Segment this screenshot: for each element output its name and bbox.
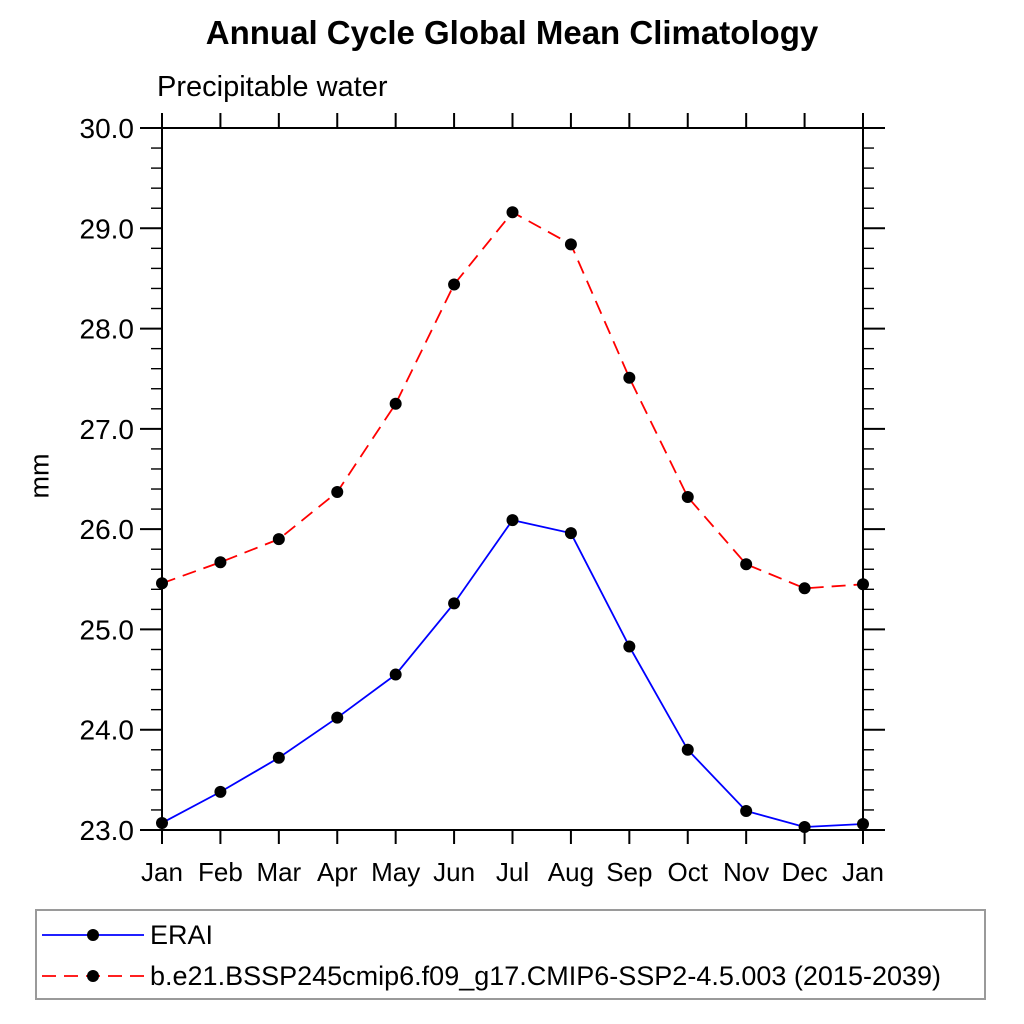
y-axis-tick-label: 24.0 [80, 715, 135, 746]
erai-data-point [564, 527, 577, 540]
chart-subtitle: Precipitable water [157, 71, 388, 103]
erai-data-point [389, 668, 402, 681]
model-data-point [857, 578, 869, 591]
x-axis-month-label: Jul [496, 857, 529, 887]
x-axis-month-label: Nov [723, 857, 769, 887]
x-axis-month-label: Sep [606, 857, 652, 887]
x-axis-month-label: Oct [668, 857, 709, 887]
legend-row-model: b.e21.BSSP245cmip6.f09_g17.CMIP6-SSP2-4.… [40, 961, 941, 991]
x-axis-month-label: Aug [548, 857, 594, 887]
model-data-point [740, 558, 753, 571]
model-data-point [331, 486, 344, 499]
y-axis-tick-label: 26.0 [80, 514, 135, 545]
model-data-point [156, 577, 168, 590]
erai-data-point [623, 640, 636, 653]
x-axis-month-label: May [371, 857, 420, 887]
model-sample-marker-icon [87, 970, 99, 982]
erai-data-point [331, 711, 344, 724]
model-data-point [564, 238, 577, 251]
y-axis-tick-label: 25.0 [80, 614, 135, 645]
model-data-point [448, 278, 461, 291]
model-data-point [681, 491, 694, 504]
y-axis-tick-label: 30.0 [80, 113, 135, 144]
erai-data-point [857, 817, 869, 830]
erai-data-point [156, 816, 168, 829]
legend-row-erai: ERAI [40, 920, 213, 950]
y-axis-tick-label: 28.0 [80, 314, 135, 345]
erai-data-point [681, 743, 694, 756]
erai-data-point [214, 785, 227, 798]
erai-line-sample [42, 929, 144, 941]
erai-data-point [798, 820, 811, 833]
model-data-point [506, 206, 519, 219]
erai-data-point [448, 597, 461, 610]
plot-frame [161, 127, 864, 831]
model-data-point [798, 582, 811, 595]
x-axis-month-label: Apr [317, 857, 358, 887]
legend-label-model: b.e21.BSSP245cmip6.f09_g17.CMIP6-SSP2-4.… [150, 960, 942, 991]
x-axis-month-label: Dec [781, 857, 827, 887]
erai-data-point [272, 751, 285, 764]
model-data-point [389, 397, 402, 410]
y-axis-tick-label: 27.0 [80, 414, 135, 445]
erai-data-point [506, 514, 519, 527]
erai-sample-marker-icon [87, 929, 99, 941]
model-data-point [272, 533, 285, 546]
y-axis-tick-label: 29.0 [80, 213, 135, 244]
x-axis-month-label: Feb [198, 857, 243, 887]
model-line-sample [42, 970, 144, 982]
erai-data-point [740, 804, 753, 817]
erai-series-line [161, 519, 864, 828]
x-axis-month-label: Mar [256, 857, 301, 887]
chart-title: Annual Cycle Global Mean Climatology [205, 14, 819, 51]
x-axis-month-label: Jun [433, 857, 475, 887]
legend-label-erai: ERAI [150, 919, 214, 950]
model-data-point [214, 556, 227, 569]
legend-box: ERAI b.e21.BSSP245cmip6.f09_g17.CMIP6-SS… [35, 909, 986, 1000]
model-series-line [161, 211, 864, 590]
x-axis-month-label: Jan [842, 857, 884, 887]
y-axis-tick-label: 23.0 [80, 815, 135, 846]
x-axis-month-label: Jan [141, 857, 183, 887]
model-data-point [623, 371, 636, 384]
